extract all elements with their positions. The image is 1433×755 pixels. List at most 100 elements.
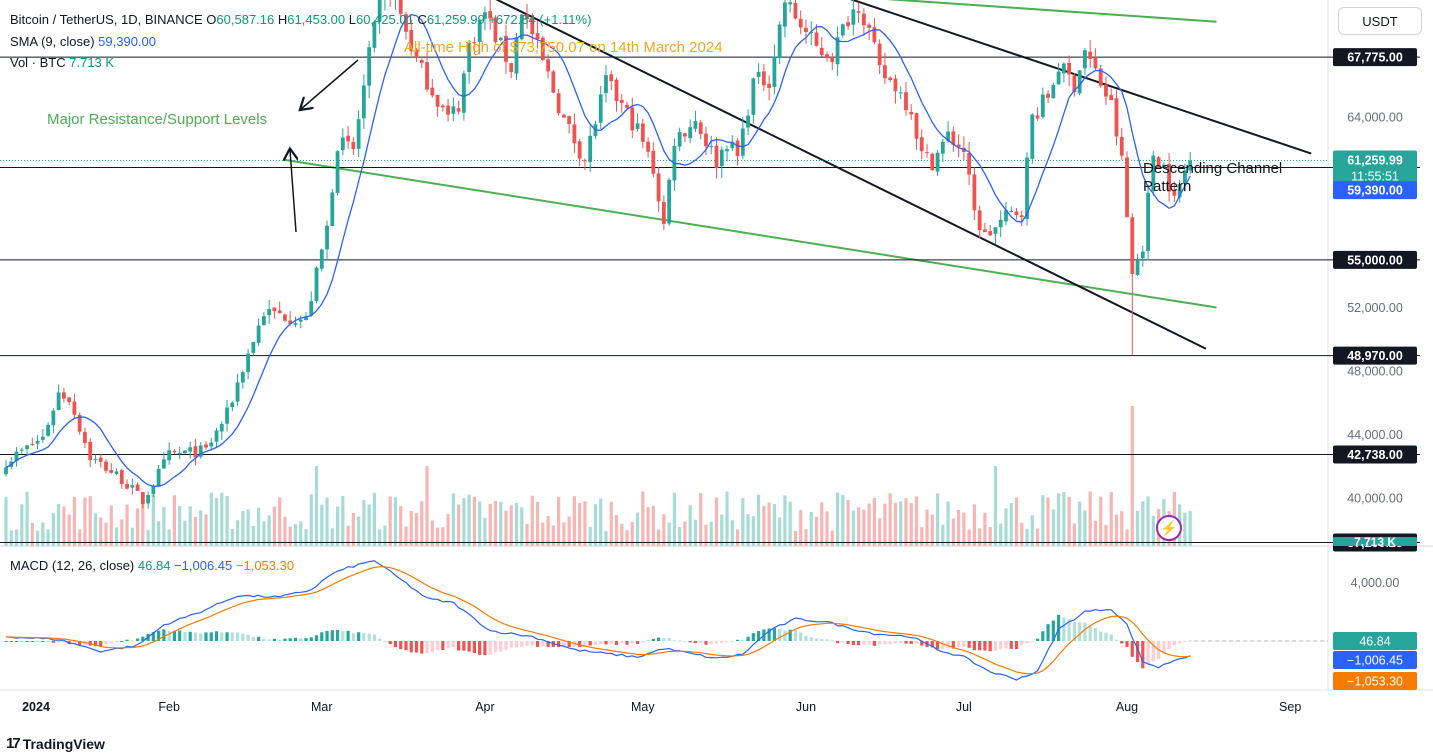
candle-body bbox=[1098, 68, 1103, 86]
candle-body bbox=[898, 92, 903, 94]
tradingview-logo[interactable]: 17 TradingView bbox=[6, 735, 105, 752]
macd-hist-bar bbox=[135, 638, 140, 641]
candle-body bbox=[1019, 215, 1024, 218]
macd-hist-bar bbox=[946, 641, 950, 649]
volume-bar bbox=[1057, 493, 1061, 546]
volume-bar bbox=[735, 529, 740, 546]
volume-bar bbox=[1114, 514, 1119, 546]
candle-body bbox=[935, 152, 940, 172]
macd-hist-bar bbox=[846, 641, 850, 644]
volume-bar bbox=[151, 494, 155, 546]
macd-hist-bar bbox=[109, 641, 113, 643]
candle-body bbox=[319, 249, 324, 269]
volume-bar bbox=[162, 506, 166, 546]
volume-bar bbox=[278, 497, 282, 546]
volume-bar bbox=[809, 511, 813, 546]
change-value: +672.84 (+1.11%) bbox=[488, 12, 592, 27]
volume-bar bbox=[1083, 510, 1087, 546]
currency-button[interactable]: USDT bbox=[1338, 7, 1422, 35]
macd-hist-bar bbox=[225, 632, 229, 641]
volume-bar bbox=[9, 530, 13, 546]
candle-body bbox=[235, 382, 240, 402]
macd-hist-bar bbox=[62, 641, 66, 643]
candle-body bbox=[1025, 157, 1029, 219]
candle-body bbox=[356, 119, 361, 149]
volume-bar bbox=[599, 498, 603, 546]
candle-body bbox=[325, 225, 329, 250]
volume-bar bbox=[383, 525, 387, 546]
sma-legend[interactable]: SMA (9, close) 59,390.00 bbox=[10, 34, 156, 49]
candle-body bbox=[398, 0, 403, 14]
macd-hist-bar bbox=[546, 641, 550, 647]
candle-body bbox=[119, 470, 124, 484]
macd-hist-bar bbox=[362, 633, 366, 641]
macd-badge-label: 46.84 bbox=[1359, 635, 1390, 649]
candle-body bbox=[619, 99, 624, 103]
candle-body bbox=[598, 94, 603, 123]
candle-body bbox=[561, 114, 566, 118]
volume-bar bbox=[314, 466, 319, 546]
volume-bar bbox=[957, 509, 961, 546]
macd-hist-bar bbox=[783, 630, 787, 641]
candle-body bbox=[688, 127, 693, 139]
volume-bar bbox=[446, 513, 450, 546]
macd-hist-bar bbox=[809, 637, 813, 641]
macd-hist-bar bbox=[914, 641, 919, 644]
volume-bar bbox=[304, 529, 308, 546]
candle-body bbox=[909, 111, 914, 115]
ath-annotation: All-time High of $73,750.07 on 14th Marc… bbox=[404, 39, 723, 56]
volume-bar bbox=[1051, 509, 1055, 546]
macd-legend[interactable]: MACD (12, 26, close) 46.84 −1,006.45 −1,… bbox=[10, 558, 294, 573]
volume-bar bbox=[1078, 501, 1082, 546]
candle-body bbox=[472, 42, 477, 44]
macd-hist-bar bbox=[804, 635, 808, 641]
macd-hist-bar bbox=[383, 641, 387, 642]
candle-body bbox=[35, 440, 40, 444]
volume-bar bbox=[988, 526, 992, 546]
candle-body bbox=[925, 152, 929, 154]
symbol-legend[interactable]: Bitcoin / TetherUS, 1D, BINANCE O60,587.… bbox=[10, 12, 592, 27]
macd-hist-bar bbox=[1120, 641, 1124, 644]
candle-body bbox=[872, 27, 877, 43]
volume-bar bbox=[230, 528, 234, 546]
trendline-channel-lower bbox=[284, 158, 1217, 309]
candle-body bbox=[851, 9, 856, 25]
candle-body bbox=[693, 120, 698, 129]
macd-hist-bar bbox=[709, 641, 713, 645]
candle-body bbox=[809, 32, 814, 34]
candle-body bbox=[351, 141, 356, 150]
candle-body bbox=[535, 33, 540, 40]
volume-bar bbox=[630, 521, 634, 546]
volume-bar bbox=[1130, 406, 1134, 546]
macd-hist-bar bbox=[967, 641, 971, 648]
macd-hist-bar bbox=[599, 641, 603, 645]
macd-signal-value: −1,053.30 bbox=[235, 558, 295, 573]
macd-hist-bar bbox=[204, 632, 208, 641]
bolt-icon[interactable]: ⚡ bbox=[1156, 515, 1182, 541]
volume-bar bbox=[320, 504, 324, 546]
macd-hist-bar bbox=[588, 641, 592, 646]
candle-body bbox=[240, 372, 245, 383]
macd-hist-bar bbox=[293, 637, 298, 641]
candle-body bbox=[72, 401, 77, 415]
candle-body bbox=[61, 392, 66, 399]
volume-bar bbox=[1035, 528, 1040, 546]
macd-hist-bar bbox=[704, 641, 708, 645]
volume-bar bbox=[825, 511, 829, 546]
macd-hist-bar bbox=[999, 641, 1003, 649]
macd-hist-bar bbox=[25, 641, 29, 642]
candle-body bbox=[977, 210, 982, 231]
volume-bar bbox=[1088, 491, 1092, 546]
volume-legend[interactable]: Vol · BTC 7.713 K bbox=[10, 55, 114, 70]
macd-hist-bar bbox=[488, 641, 492, 655]
price-tick: 48,000.00 bbox=[1347, 365, 1403, 379]
volume-bar bbox=[951, 518, 955, 546]
macd-hist-bar bbox=[657, 637, 661, 641]
volume-bar bbox=[88, 496, 92, 546]
macd-hist-bar bbox=[399, 641, 403, 650]
volume-bar bbox=[130, 527, 134, 546]
candle-body bbox=[272, 307, 277, 312]
volume-bar bbox=[793, 530, 798, 546]
candle-body bbox=[1004, 210, 1008, 222]
